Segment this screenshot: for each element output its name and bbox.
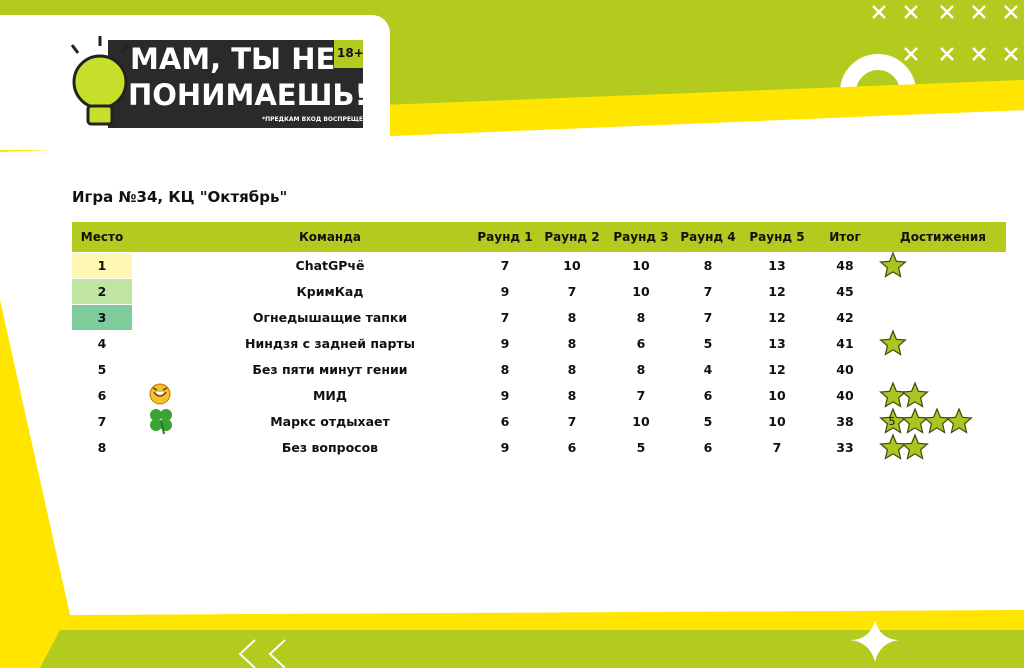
round-score: 8 bbox=[567, 336, 577, 351]
header-cell: Итог bbox=[829, 230, 861, 244]
place: 1 bbox=[97, 258, 107, 273]
total: 40 bbox=[836, 362, 854, 377]
round-score: 8 bbox=[567, 310, 577, 325]
round-score: 7 bbox=[703, 310, 713, 325]
round-score: 10 bbox=[632, 284, 650, 299]
place: 4 bbox=[97, 336, 107, 351]
place: 3 bbox=[97, 310, 107, 325]
round-score: 7 bbox=[703, 284, 713, 299]
round-score: 4 bbox=[703, 362, 713, 377]
place-highlight bbox=[72, 253, 132, 278]
chevrons bbox=[238, 639, 286, 668]
header-cell: Раунд 2 bbox=[544, 230, 600, 244]
round-score: 7 bbox=[636, 388, 646, 403]
total: 48 bbox=[836, 258, 854, 273]
total: 38 bbox=[836, 414, 854, 429]
header-cell: Место bbox=[80, 230, 124, 244]
round-score: 7 bbox=[567, 284, 577, 299]
header-cell: Раунд 4 bbox=[680, 230, 736, 244]
header-cell: Команда bbox=[298, 230, 362, 244]
bulb bbox=[70, 36, 130, 126]
total: 33 bbox=[836, 440, 854, 455]
achievement-star bbox=[901, 433, 929, 460]
round-score: 12 bbox=[768, 310, 786, 325]
team: КримКад bbox=[296, 284, 364, 299]
team: Огнедышащие тапки bbox=[252, 310, 408, 325]
achievement-star bbox=[945, 407, 973, 434]
place: 2 bbox=[97, 284, 107, 299]
round-score: 8 bbox=[636, 310, 646, 325]
team: МИД bbox=[312, 388, 348, 403]
team: Ниндзя с задней парты bbox=[245, 336, 415, 351]
round-score: 5 bbox=[703, 414, 713, 429]
place-highlight bbox=[72, 305, 132, 330]
achievement-star bbox=[879, 329, 907, 356]
round-score: 8 bbox=[567, 388, 577, 403]
round-score: 6 bbox=[703, 440, 713, 455]
round-score: 9 bbox=[500, 440, 510, 455]
team: ChatGPчё bbox=[295, 258, 365, 273]
round-score: 6 bbox=[703, 388, 713, 403]
x-marks bbox=[872, 5, 1018, 61]
round-score: 7 bbox=[500, 258, 510, 273]
total: 42 bbox=[836, 310, 854, 325]
round-score: 13 bbox=[768, 336, 786, 351]
logo-line2: ПОНИМАЕШЬ! bbox=[128, 78, 368, 112]
smiley-icon bbox=[149, 383, 171, 405]
round-score: 7 bbox=[567, 414, 577, 429]
achievement-star bbox=[879, 251, 907, 278]
logo-box bbox=[108, 40, 363, 128]
place: 7 bbox=[97, 414, 107, 429]
header-cell: Раунд 5 bbox=[749, 230, 805, 244]
round-score: 5 bbox=[636, 440, 646, 455]
round-score: 7 bbox=[500, 310, 510, 325]
round-score: 6 bbox=[567, 440, 577, 455]
team: Маркс отдыхает bbox=[270, 414, 390, 429]
round-score: 6 bbox=[636, 336, 646, 351]
place: 5 bbox=[97, 362, 107, 377]
game-title: Игра №34, КЦ "Октябрь" bbox=[72, 188, 288, 206]
total: 41 bbox=[836, 336, 854, 351]
round-score: 6 bbox=[500, 414, 510, 429]
round-score: 9 bbox=[500, 284, 510, 299]
round-score: 10 bbox=[563, 258, 581, 273]
round-score: 10 bbox=[632, 258, 650, 273]
header-cell: Раунд 1 bbox=[477, 230, 533, 244]
total: 45 bbox=[836, 284, 854, 299]
round-score: 12 bbox=[768, 362, 786, 377]
total: 40 bbox=[836, 388, 854, 403]
logo-age: 18+ bbox=[337, 46, 364, 60]
round-score: 9 bbox=[500, 388, 510, 403]
round-score: 10 bbox=[632, 414, 650, 429]
team: Без вопросов bbox=[281, 440, 379, 455]
round-score: 8 bbox=[500, 362, 510, 377]
place: 6 bbox=[97, 388, 107, 403]
header-cell: Достижения bbox=[900, 230, 986, 244]
place: 8 bbox=[97, 440, 107, 455]
achievement-star bbox=[901, 381, 929, 408]
logo-note: *ПРЕДКАМ ВХОД ВОСПРЕЩЕН bbox=[262, 116, 369, 123]
round-score: 8 bbox=[703, 258, 713, 273]
place-highlight bbox=[72, 279, 132, 304]
round-score: 10 bbox=[768, 414, 786, 429]
clover-icon bbox=[150, 409, 172, 435]
round-score: 8 bbox=[636, 362, 646, 377]
round-score: 7 bbox=[772, 440, 782, 455]
header-cell: Раунд 3 bbox=[613, 230, 669, 244]
header-band bbox=[72, 222, 1006, 252]
achievement-label: 5 bbox=[888, 415, 896, 428]
round-score: 12 bbox=[768, 284, 786, 299]
round-score: 8 bbox=[567, 362, 577, 377]
round-score: 9 bbox=[500, 336, 510, 351]
round-score: 10 bbox=[768, 388, 786, 403]
logo-line1: МАМ, ТЫ НЕ bbox=[130, 42, 336, 76]
sparkle bbox=[850, 620, 900, 662]
team: Без пяти минут гении bbox=[252, 362, 408, 377]
round-score: 13 bbox=[768, 258, 786, 273]
round-score: 5 bbox=[703, 336, 713, 351]
